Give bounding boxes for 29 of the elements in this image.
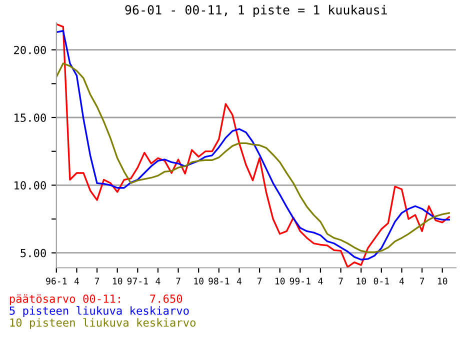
x-tick-label: 10 (276, 278, 285, 285)
y-tick-label: 15.00 (14, 114, 46, 122)
x-tick-label: 4 (156, 278, 160, 284)
x-tick-label: 10 (438, 278, 448, 285)
x-tick-label: 0-1 (374, 278, 389, 285)
line-series (56, 62, 450, 254)
x-tick-label: 99-1 (290, 278, 310, 285)
x-tick-label: 10 (356, 278, 366, 285)
x-tick-label: 4 (318, 278, 323, 284)
x-tick-label: 7 (338, 278, 343, 284)
chart-title: 96-01 - 00-11, 1 piste = 1 kuukausi (125, 4, 387, 18)
x-tick-label: 7 (420, 278, 424, 284)
x-tick-label: 97-1 (127, 278, 148, 285)
text: 5 pisteen liukuva keskiarvo (10, 306, 189, 317)
x-tick-label: 96-1 (46, 278, 67, 285)
text: päätösarvo 00-11: 7.650 (10, 294, 182, 306)
x-tick-label: 4 (399, 278, 404, 284)
y-tick-label: 20.00 (14, 46, 46, 54)
x-tick-label: 7 (257, 278, 262, 284)
text: 10 pisteen liukuva keskiarvo (10, 318, 196, 329)
x-tick-label: 10 (194, 278, 204, 285)
x-tick-label: 10 (112, 278, 122, 285)
x-tick-label: 4 (236, 278, 242, 284)
x-tick-label: 7 (176, 278, 180, 284)
y-tick-label: 10.00 (14, 181, 46, 190)
x-tick-label: 7 (94, 278, 100, 284)
y-tick-label: 5.00 (20, 248, 46, 258)
x-tick-label: 98-1 (208, 278, 230, 285)
x-tick-label: 4 (74, 278, 79, 284)
